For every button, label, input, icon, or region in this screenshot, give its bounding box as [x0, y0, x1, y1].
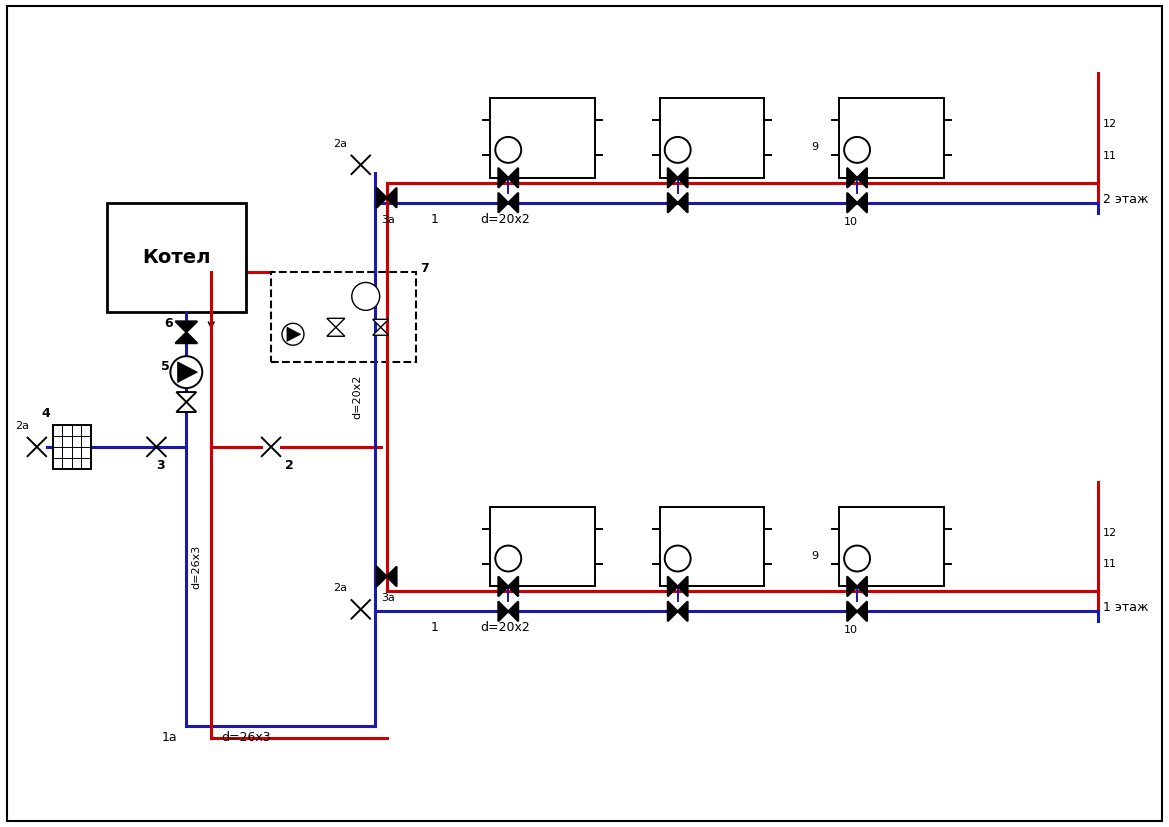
Text: 12: 12: [1104, 528, 1118, 538]
Text: d=20x2: d=20x2: [480, 213, 530, 226]
Polygon shape: [175, 322, 198, 332]
Text: 14: 14: [857, 114, 871, 124]
Bar: [490, 98, 595, 178]
Bar: [659, 98, 765, 178]
Text: 8: 8: [849, 543, 856, 552]
Text: 2а: 2а: [333, 583, 347, 594]
Bar: [53, 425, 91, 469]
Text: 2 этаж: 2 этаж: [1104, 193, 1149, 206]
Text: Котел: Котел: [143, 248, 210, 267]
Text: 1а: 1а: [161, 731, 177, 744]
Polygon shape: [498, 168, 509, 188]
Polygon shape: [509, 193, 518, 213]
Text: 11: 11: [1104, 560, 1118, 570]
Text: 6: 6: [165, 318, 173, 330]
Bar: [839, 507, 943, 586]
Polygon shape: [667, 193, 678, 213]
Text: 5: 5: [161, 360, 171, 373]
Circle shape: [282, 323, 304, 345]
Text: 9: 9: [811, 142, 818, 152]
Polygon shape: [286, 327, 300, 342]
Text: 7: 7: [421, 262, 429, 275]
Text: 1: 1: [430, 621, 438, 634]
Text: 4: 4: [42, 407, 50, 420]
Text: 3а: 3а: [382, 593, 395, 604]
Polygon shape: [848, 168, 857, 188]
Text: d=26x3: d=26x3: [192, 544, 201, 589]
Polygon shape: [177, 402, 196, 412]
Polygon shape: [498, 601, 509, 621]
Bar: [490, 507, 595, 586]
Polygon shape: [848, 601, 857, 621]
Circle shape: [844, 546, 870, 571]
Bar: [106, 203, 247, 313]
Circle shape: [496, 137, 521, 163]
Text: 2а: 2а: [333, 139, 347, 149]
Polygon shape: [376, 566, 387, 586]
Text: PI: PI: [360, 291, 371, 301]
Text: d=20x2: d=20x2: [480, 621, 530, 634]
Polygon shape: [387, 188, 396, 208]
Polygon shape: [857, 601, 867, 621]
Polygon shape: [678, 193, 687, 213]
Polygon shape: [848, 193, 857, 213]
Polygon shape: [857, 576, 867, 596]
Polygon shape: [373, 327, 388, 335]
Text: 3: 3: [157, 459, 165, 472]
Text: 3а: 3а: [382, 215, 395, 225]
Circle shape: [665, 546, 691, 571]
Polygon shape: [509, 601, 518, 621]
Circle shape: [171, 356, 202, 388]
Bar: [659, 507, 765, 586]
Bar: [271, 272, 415, 362]
Circle shape: [496, 546, 521, 571]
Circle shape: [665, 137, 691, 163]
Polygon shape: [667, 576, 678, 596]
Text: 1: 1: [430, 213, 438, 226]
Polygon shape: [857, 193, 867, 213]
Text: d=26x3: d=26x3: [221, 731, 271, 744]
Polygon shape: [373, 319, 388, 327]
Text: 10: 10: [844, 217, 858, 227]
Polygon shape: [327, 327, 345, 337]
Circle shape: [352, 283, 380, 310]
Polygon shape: [509, 168, 518, 188]
Text: 14: 14: [857, 523, 871, 533]
Bar: [839, 98, 943, 178]
Polygon shape: [667, 168, 678, 188]
Polygon shape: [678, 601, 687, 621]
Polygon shape: [177, 392, 196, 402]
Text: 10: 10: [844, 625, 858, 635]
Polygon shape: [678, 168, 687, 188]
Polygon shape: [178, 361, 198, 383]
Text: 1 этаж: 1 этаж: [1104, 601, 1149, 614]
Text: 8: 8: [849, 134, 856, 144]
Polygon shape: [376, 188, 387, 208]
Polygon shape: [327, 318, 345, 327]
Polygon shape: [387, 566, 396, 586]
Polygon shape: [509, 576, 518, 596]
Polygon shape: [857, 168, 867, 188]
Polygon shape: [498, 576, 509, 596]
Circle shape: [844, 137, 870, 163]
Polygon shape: [848, 576, 857, 596]
Text: 2: 2: [285, 459, 293, 472]
Polygon shape: [678, 576, 687, 596]
Text: 2а: 2а: [15, 421, 29, 431]
Polygon shape: [498, 193, 509, 213]
Text: 11: 11: [1104, 151, 1118, 161]
Text: 12: 12: [1104, 119, 1118, 129]
Text: d=20x2: d=20x2: [353, 375, 362, 419]
Polygon shape: [175, 332, 198, 343]
Polygon shape: [667, 601, 678, 621]
Text: 9: 9: [811, 551, 818, 561]
